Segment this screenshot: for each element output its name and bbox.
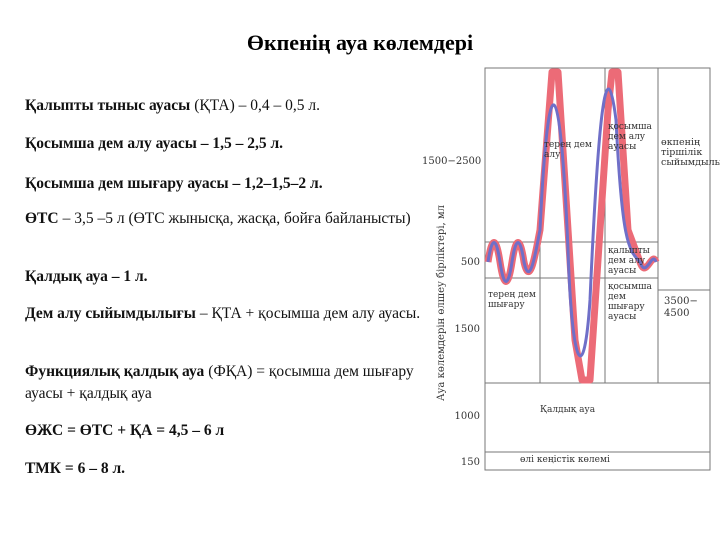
diagram-label: өлі кеңістік көлемі	[520, 455, 610, 465]
list-item: Қалыпты тыныс ауасы (ҚТА) – 0,4 – 0,5 л.	[25, 95, 425, 117]
list-item: Функциялық қалдық ауа (ФҚА) = қосымша дем…	[25, 361, 425, 405]
scale-label: 1000	[454, 411, 480, 422]
scale-label: 1500	[454, 324, 480, 335]
item-bold: Функциялық қалдық ауа	[25, 363, 205, 380]
item-text: (ҚТА) – 0,4 – 0,5 л.	[194, 97, 320, 114]
item-bold: ӨЖС = ӨТС + ҚА = 4,5 – 6 л	[25, 422, 225, 439]
list-item: Қосымша дем шығару ауасы – 1,2–1,5–2 л.	[25, 173, 425, 195]
list-item: ТМК = 6 – 8 л.	[25, 458, 425, 480]
list-item: Дем алу сыйымдылығы – ҚТА + қосымша дем а…	[25, 303, 425, 325]
item-bold: Қосымша дем шығару ауасы – 1,2–1,5–2 л.	[25, 175, 323, 192]
list-item: ӨЖС = ӨТС + ҚА = 4,5 – 6 л	[25, 420, 425, 442]
item-bold: Қалдық ауа – 1 л.	[25, 268, 148, 285]
diagram-label: терең дем алу	[544, 140, 592, 160]
axis-label-box: Ауа көлемдерін өлшеу бірліктері, мл	[432, 180, 452, 430]
volume-band	[484, 68, 660, 384]
axis-label: Ауа көлемдерін өлшеу бірліктері, мл	[436, 204, 447, 402]
diagram-label: терең дем шығару	[488, 290, 536, 310]
item-text: – 3,5 –5 л (ӨТС жынысқа, жасқа, бойға ба…	[62, 210, 411, 227]
list-item: Қосымша дем алу ауасы – 1,5 – 2,5 л.	[25, 133, 425, 155]
frame	[484, 67, 711, 471]
item-text: (ФҚА) = қосымша дем шығару ауасы + қалды…	[25, 363, 414, 402]
scale-label: 1500−2500	[422, 156, 482, 167]
diagram-label: қосымша дем алу ауасы	[608, 122, 652, 152]
diagram-label: қосымша дем шығару ауасы	[608, 282, 652, 322]
breath-wave	[486, 87, 658, 358]
scale-label: 3500− 4500	[664, 296, 698, 319]
scale-label: 150	[460, 457, 480, 468]
item-bold: Қосымша дем алу ауасы – 1,5 – 2,5 л.	[25, 135, 284, 152]
diagram-label: Қалдық ауа	[540, 405, 596, 415]
item-bold: Дем алу сыйымдылығы	[25, 305, 196, 322]
item-bold: Қалыпты тыныс ауасы	[25, 97, 191, 114]
item-text: – ҚТА + қосымша дем алу ауасы.	[199, 305, 421, 322]
list-item: Қалдық ауа – 1 л.	[25, 266, 425, 288]
title: Өкпенің ауа көлемдері	[246, 30, 474, 55]
diagram-label: өкпенің тіршілік сыйымдылығы	[661, 137, 720, 168]
item-bold: ТМК = 6 – 8 л.	[25, 460, 126, 477]
diagram-label: қалыпты дем алу ауасы	[608, 246, 650, 276]
item-bold: ӨТС	[25, 210, 59, 227]
scale-label: 500	[460, 257, 480, 268]
list-item: ӨТС – 3,5 –5 л (ӨТС жынысқа, жасқа, бойға…	[25, 208, 425, 230]
